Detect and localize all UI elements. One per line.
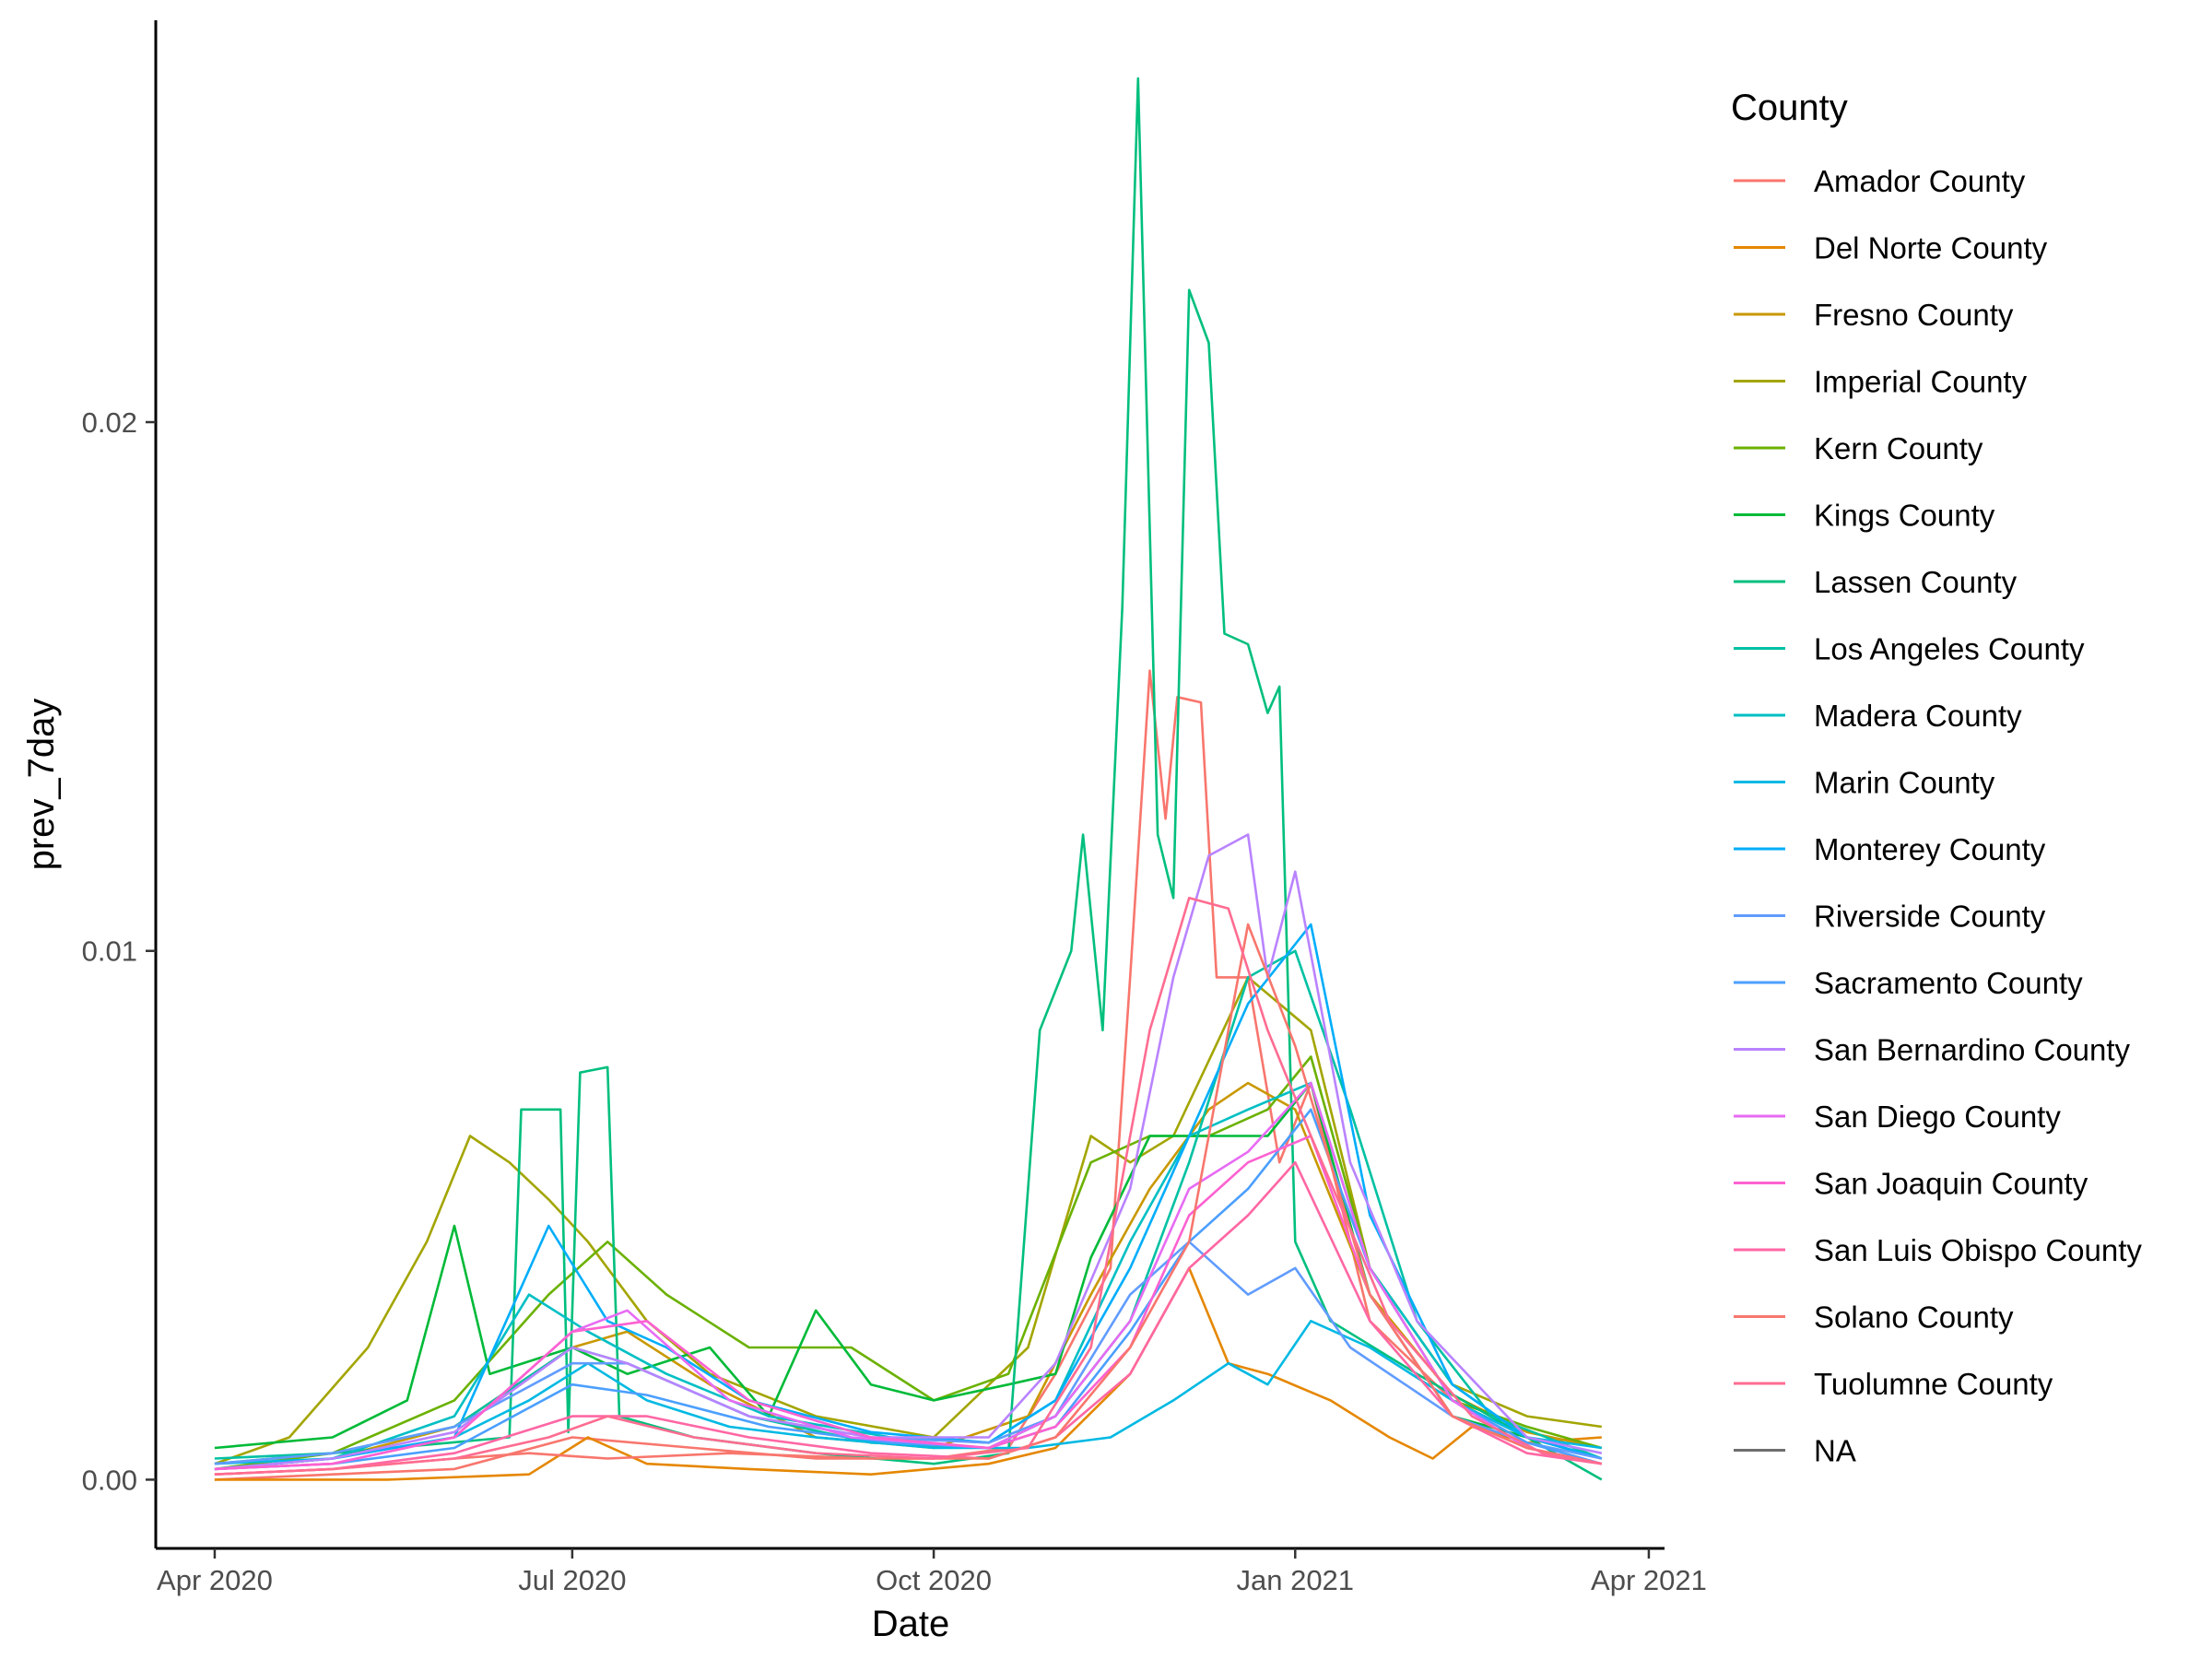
series-line (214, 923, 1603, 1471)
legend-label: San Joaquin County (1814, 1167, 2088, 1201)
legend-label: Tuolumne County (1814, 1367, 2053, 1401)
y-tick-label: 0.00 (82, 1464, 137, 1496)
y-tick-label: 0.02 (82, 406, 137, 439)
legend-label: Monterey County (1814, 832, 2046, 866)
legend-label: San Luis Obispo County (1814, 1233, 2142, 1267)
x-tick-label: Oct 2020 (876, 1564, 992, 1596)
legend-title: County (1731, 88, 1848, 128)
legend-label: Madera County (1814, 699, 2022, 733)
legend-label: San Bernardino County (1814, 1033, 2131, 1067)
series-line (214, 76, 1603, 1481)
series-line (214, 976, 1602, 1465)
y-tick-label: 0.01 (82, 935, 137, 968)
legend-label: Solano County (1814, 1300, 2014, 1335)
legend-label: Del Norte County (1814, 231, 2048, 265)
series-line (214, 896, 1603, 1476)
legend-label: Kern County (1814, 431, 1983, 465)
x-tick-label: Jan 2021 (1236, 1564, 1354, 1596)
legend-label: Sacramento County (1814, 966, 2083, 1000)
x-tick-label: Jul 2020 (518, 1564, 626, 1596)
series-line (214, 1081, 1603, 1471)
y-axis-title: prev_7day (21, 699, 62, 871)
series-line (214, 949, 1603, 1460)
plot-lines (214, 76, 1603, 1481)
x-ticks: Apr 2020 Jul 2020 Oct 2020 Jan 2021 Apr 2021 (157, 1548, 1707, 1596)
series-line (214, 1081, 1603, 1460)
legend-label: Fresno County (1814, 298, 2014, 332)
series-line (214, 1081, 1603, 1471)
series-line (214, 1241, 1603, 1465)
series-line (214, 833, 1603, 1471)
legend-label: NA (1814, 1434, 1856, 1468)
x-axis-title: Date (872, 1604, 950, 1644)
legend-label: Riverside County (1814, 900, 2046, 934)
legend-label: Marin County (1814, 766, 1995, 800)
y-ticks: 0.00 0.01 0.02 (82, 406, 156, 1496)
legend: Amador County Del Norte County Fresno Coun… (1734, 164, 2142, 1468)
x-tick-label: Apr 2020 (157, 1564, 273, 1596)
series-line (214, 923, 1603, 1476)
x-tick-label: Apr 2021 (1591, 1564, 1707, 1596)
legend-label: San Diego County (1814, 1100, 2061, 1134)
legend-label: Kings County (1814, 499, 1995, 533)
legend-label: Imperial County (1814, 365, 2028, 399)
series-line (214, 1081, 1603, 1471)
legend-label: Los Angeles County (1814, 632, 2085, 666)
legend-label: Lassen County (1814, 565, 2018, 599)
legend-label: Amador County (1814, 164, 2026, 198)
